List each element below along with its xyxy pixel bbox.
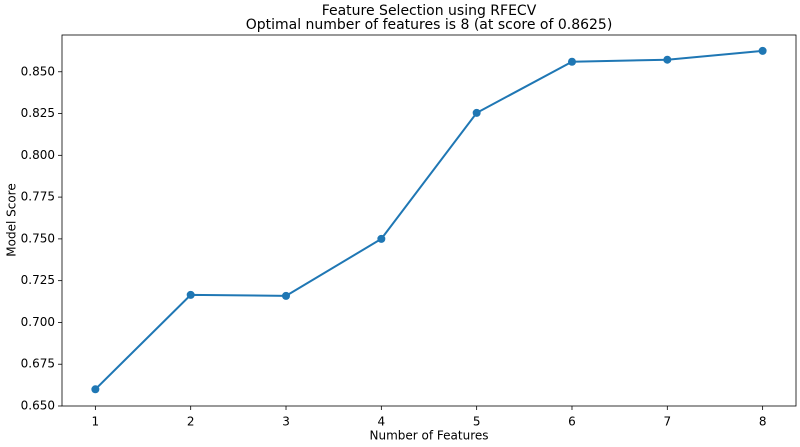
- data-point: [91, 385, 100, 394]
- x-tick-label: 5: [473, 415, 481, 429]
- data-point: [186, 290, 195, 299]
- x-tick-label: 8: [759, 415, 767, 429]
- x-axis-label: Number of Features: [370, 429, 489, 443]
- x-tick-label: 4: [378, 415, 386, 429]
- chart-subtitle: Optimal number of features is 8 (at scor…: [246, 17, 613, 33]
- chart-title: Feature Selection using RFECV: [322, 3, 537, 19]
- x-tick-label: 1: [92, 415, 100, 429]
- x-tick-label: 6: [568, 415, 576, 429]
- data-point: [282, 291, 291, 300]
- y-axis-label: Model Score: [5, 183, 19, 256]
- y-tick-label: 0.850: [21, 64, 55, 78]
- plot-frame: [61, 34, 797, 407]
- x-tick-label: 7: [663, 415, 671, 429]
- y-tick-label: 0.775: [21, 190, 55, 204]
- y-tick-label: 0.800: [21, 148, 55, 162]
- y-tick-label: 0.750: [21, 231, 55, 245]
- y-tick-label: 0.725: [21, 273, 55, 287]
- y-tick-label: 0.700: [21, 315, 55, 329]
- data-point: [472, 108, 481, 117]
- data-point: [663, 55, 672, 64]
- data-point: [758, 46, 767, 55]
- x-tick-label: 3: [282, 415, 290, 429]
- data-point: [377, 234, 386, 243]
- x-tick-label: 2: [187, 415, 195, 429]
- data-point: [567, 57, 576, 66]
- y-tick-label: 0.675: [21, 357, 55, 371]
- data-line: [94, 49, 763, 390]
- y-tick-label: 0.650: [21, 399, 55, 413]
- y-tick-label: 0.825: [21, 106, 55, 120]
